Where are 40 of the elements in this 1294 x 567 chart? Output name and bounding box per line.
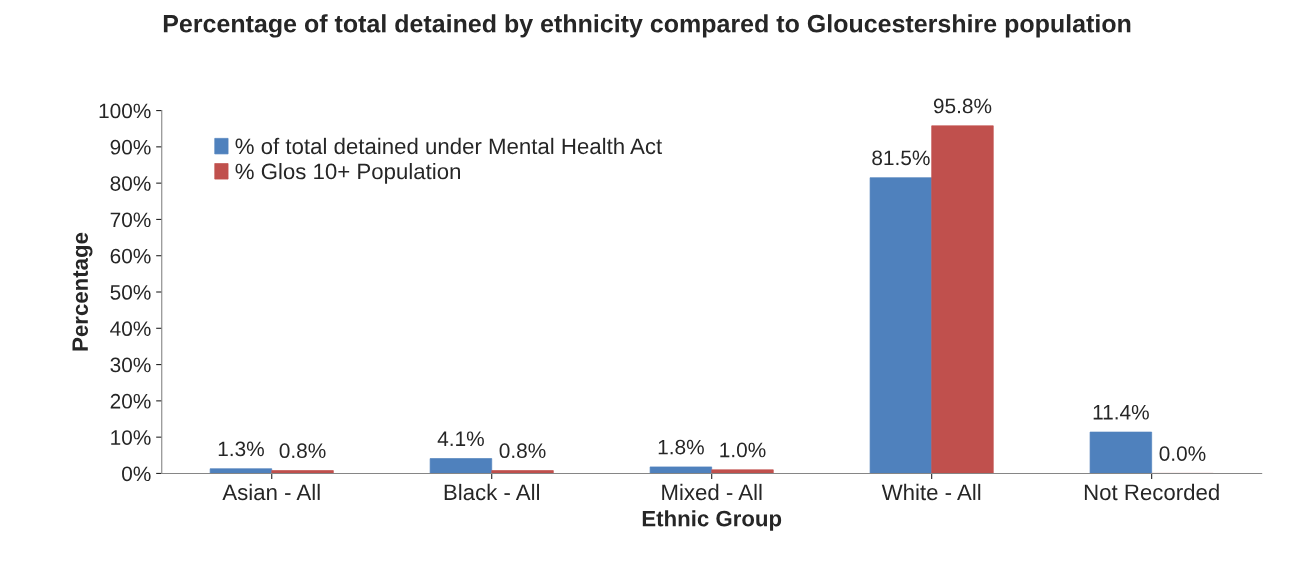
data-label: 1.0% (720, 442, 766, 458)
y-tick-label: 50% (110, 285, 151, 300)
data-label: 0.8% (499, 443, 546, 459)
y-tick-label: 20% (110, 393, 151, 409)
x-tick-label: Asian - All (222, 483, 320, 501)
bar (429, 458, 493, 474)
y-tick-label: 70% (110, 212, 151, 228)
data-label: 1.3% (218, 441, 264, 457)
x-axis-title: Ethnic Group (642, 510, 782, 531)
y-tick-label: 90% (110, 139, 151, 155)
bar (649, 466, 713, 474)
y-tick-label: 40% (110, 321, 151, 337)
data-label: 0.8% (279, 443, 326, 459)
legend-label: % Glos 10+ Population (235, 162, 460, 184)
data-label: 95.8% (933, 98, 992, 114)
data-label: 4.1% (437, 431, 484, 447)
bar (209, 468, 273, 474)
x-tick-label: Mixed - All (662, 483, 762, 501)
x-tick-label: Not Recorded (1084, 483, 1219, 501)
data-label: 81.5% (872, 150, 930, 166)
y-tick-label: 80% (110, 176, 151, 191)
data-label: 0.0% (1159, 446, 1206, 461)
bar (1089, 431, 1153, 474)
x-tick-label: Black - All (444, 483, 540, 501)
legend-label: % of total detained under Mental Health Act (235, 137, 663, 155)
y-tick-label: 60% (110, 248, 151, 264)
y-tick-label: 30% (110, 357, 151, 373)
data-label: 11.4% (1093, 404, 1149, 420)
bar (869, 177, 933, 474)
bar (711, 469, 774, 474)
bar (271, 470, 334, 474)
y-tick-label: 10% (111, 430, 151, 445)
chart-title: Percentage of total detained by ethnicity compared to Gloucestershire population (163, 14, 1131, 38)
x-tick-label: White - All (881, 483, 981, 501)
y-axis-title: Percentage (72, 232, 93, 351)
data-label: 1.8% (658, 439, 704, 455)
bar (491, 470, 554, 474)
y-tick-label: 100% (99, 103, 151, 119)
y-tick-label: 0% (122, 466, 151, 482)
bar (931, 125, 994, 474)
